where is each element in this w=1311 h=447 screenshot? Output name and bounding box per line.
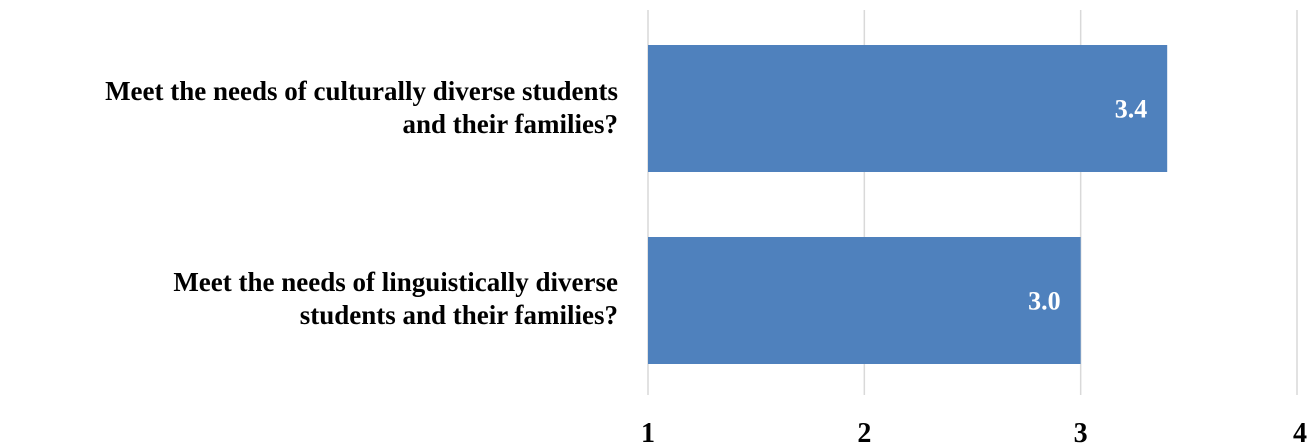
x-tick-label-3: 3 (1074, 418, 1088, 447)
bar-value-label-1: 3.4 (1115, 95, 1148, 124)
bar-value-label-2: 3.0 (1028, 287, 1061, 316)
x-tick-label-1: 1 (641, 418, 655, 447)
bar-1 (648, 45, 1168, 172)
x-axis-tick-labels: 1 2 3 4 (641, 418, 1307, 447)
x-tick-label-2: 2 (857, 418, 871, 447)
category-label-culturally-diverse: Meet the needs of culturally diverse stu… (105, 76, 618, 139)
category-label-linguistically-diverse: Meet the needs of linguistically diverse… (173, 267, 618, 330)
bar-2 (648, 237, 1081, 364)
bars (648, 45, 1168, 364)
bar-value-labels: 3.4 3.0 (1028, 95, 1147, 316)
x-tick-label-4: 4 (1293, 418, 1307, 447)
